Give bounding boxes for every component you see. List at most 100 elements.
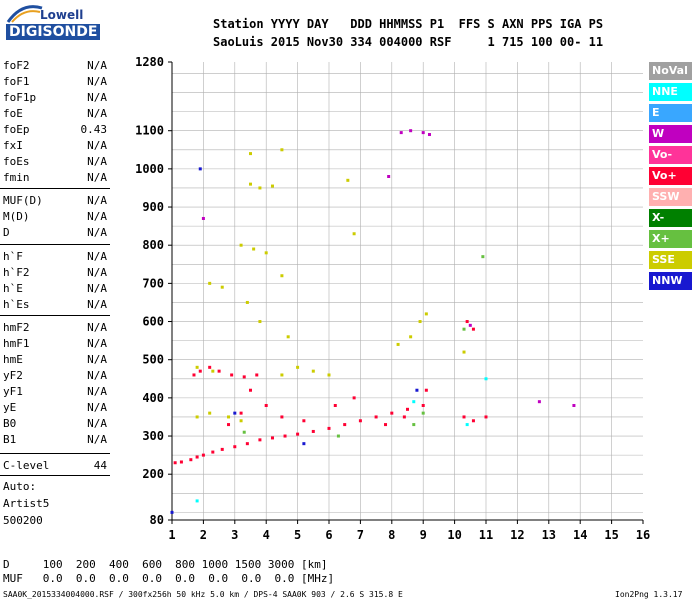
- param-value: N/A: [87, 250, 107, 263]
- param-value: N/A: [87, 369, 107, 382]
- data-point-sse: [270, 184, 274, 188]
- param-name: hmE: [3, 353, 23, 366]
- data-point-vo-: [249, 388, 252, 392]
- data-point-nnw: [233, 411, 237, 415]
- data-point-vo-: [255, 373, 259, 377]
- param-row-hes: h`Es N/A: [3, 297, 107, 312]
- param-name: foF1: [3, 75, 30, 88]
- separator-line: [0, 475, 110, 476]
- data-point-sse: [280, 373, 284, 377]
- x-tick-label: 10: [447, 528, 461, 542]
- separator-line: [0, 453, 110, 454]
- param-name: h`F2: [3, 266, 30, 279]
- data-point-vo-: [208, 365, 212, 369]
- y-tick-label: 1280: [135, 55, 164, 69]
- footer-muf-line: MUF 0.0 0.0 0.0 0.0 0.0 0.0 0.0 0.0 [MHz…: [3, 572, 335, 585]
- param-row-fof1: foF1 N/A: [3, 74, 107, 89]
- data-point-vo-: [462, 415, 466, 419]
- param-name: foEs: [3, 155, 30, 168]
- data-point-vo-: [270, 436, 274, 440]
- data-point-sse: [264, 251, 268, 255]
- x-tick-label: 12: [510, 528, 524, 542]
- data-point-vo-: [179, 460, 183, 464]
- logo-swoosh: [6, 5, 43, 23]
- data-point-nne: [195, 499, 199, 503]
- param-name: B1: [3, 433, 17, 446]
- data-point-sse: [195, 365, 199, 369]
- x-tick-label: 4: [263, 528, 270, 542]
- param-row-hme: hmE N/A: [3, 352, 107, 367]
- data-point-sse: [346, 178, 350, 182]
- data-point-nnw: [170, 510, 174, 514]
- data-point-sse: [311, 369, 315, 373]
- data-point-vo-: [421, 404, 425, 407]
- param-row-b0: B0 N/A: [3, 416, 107, 431]
- data-point-vo-: [230, 373, 234, 377]
- data-point-sse: [239, 419, 243, 423]
- data-point-w: [201, 216, 205, 220]
- data-point-sse: [252, 247, 256, 251]
- param-value: N/A: [87, 266, 107, 279]
- param-name: D: [3, 226, 10, 239]
- data-point-vo-: [242, 375, 246, 379]
- data-point-vo-: [280, 415, 284, 419]
- data-point-vo-: [195, 455, 199, 459]
- x-tick-label: 14: [573, 528, 587, 542]
- data-point-vo-: [220, 447, 224, 451]
- data-point-x-: [462, 327, 466, 331]
- legend-item-vo-: Vo+: [649, 167, 692, 185]
- param-name: hmF1: [3, 337, 30, 350]
- header-labels: Station YYYY DAY DDD HHMMSS P1 FFS S AXN…: [213, 17, 604, 31]
- data-point-vo-: [245, 442, 249, 446]
- data-point-sse: [245, 300, 249, 304]
- data-point-sse: [258, 186, 262, 190]
- data-point-vo-: [390, 411, 394, 415]
- data-point-nnw: [198, 167, 202, 171]
- logo-lowell: Lowell: [40, 8, 84, 22]
- data-point-sse: [208, 281, 212, 285]
- param-name: yE: [3, 401, 17, 414]
- param-value: N/A: [87, 171, 107, 184]
- param-value: N/A: [87, 337, 107, 350]
- header-values: SaoLuis 2015 Nov30 334 004000 RSF 1 715 …: [213, 35, 604, 49]
- param-value: N/A: [87, 107, 107, 120]
- data-point-vo-: [484, 415, 488, 419]
- param-row-fmin: fmin N/A: [3, 170, 107, 185]
- y-tick-label: 300: [142, 429, 164, 443]
- param-name: MUF(D): [3, 194, 43, 207]
- param-value: N/A: [87, 385, 107, 398]
- param-value: N/A: [87, 194, 107, 207]
- data-point-sse: [249, 152, 252, 156]
- param-name: hmF2: [3, 321, 30, 334]
- param-row-fof1p: foF1p N/A: [3, 90, 107, 105]
- param-row-foep: foEp 0.43: [3, 122, 107, 137]
- legend-item-ssw: SSW: [649, 188, 692, 206]
- data-point-w: [399, 131, 403, 135]
- data-point-sse: [296, 365, 300, 369]
- data-point-vo-: [189, 458, 193, 462]
- data-point-nnw: [302, 442, 306, 446]
- legend-item-noval: NoVal: [649, 62, 692, 80]
- x-tick-label: 11: [479, 528, 493, 542]
- x-tick-label: 3: [231, 528, 238, 542]
- data-point-vo-: [201, 453, 205, 457]
- legend-item-vo-: Vo-: [649, 146, 692, 164]
- y-tick-label: 500: [142, 353, 164, 367]
- y-tick-label: 800: [142, 238, 164, 252]
- param-name: B0: [3, 417, 17, 430]
- data-point-sse: [396, 342, 400, 346]
- data-point-sse: [462, 350, 466, 354]
- data-point-w: [427, 133, 431, 137]
- x-tick-label: 1: [168, 528, 175, 542]
- separator-line: [0, 315, 110, 316]
- x-tick-label: 7: [357, 528, 364, 542]
- data-point-sse: [352, 232, 356, 236]
- param-value: N/A: [87, 75, 107, 88]
- param-value: N/A: [87, 210, 107, 223]
- separator-line: [0, 244, 110, 245]
- autoscale-line1: Auto:: [3, 480, 37, 493]
- data-point-vo-: [192, 373, 196, 377]
- param-row-he: h`E N/A: [3, 281, 107, 296]
- data-point-vo-: [173, 461, 177, 465]
- param-name: fmin: [3, 171, 30, 184]
